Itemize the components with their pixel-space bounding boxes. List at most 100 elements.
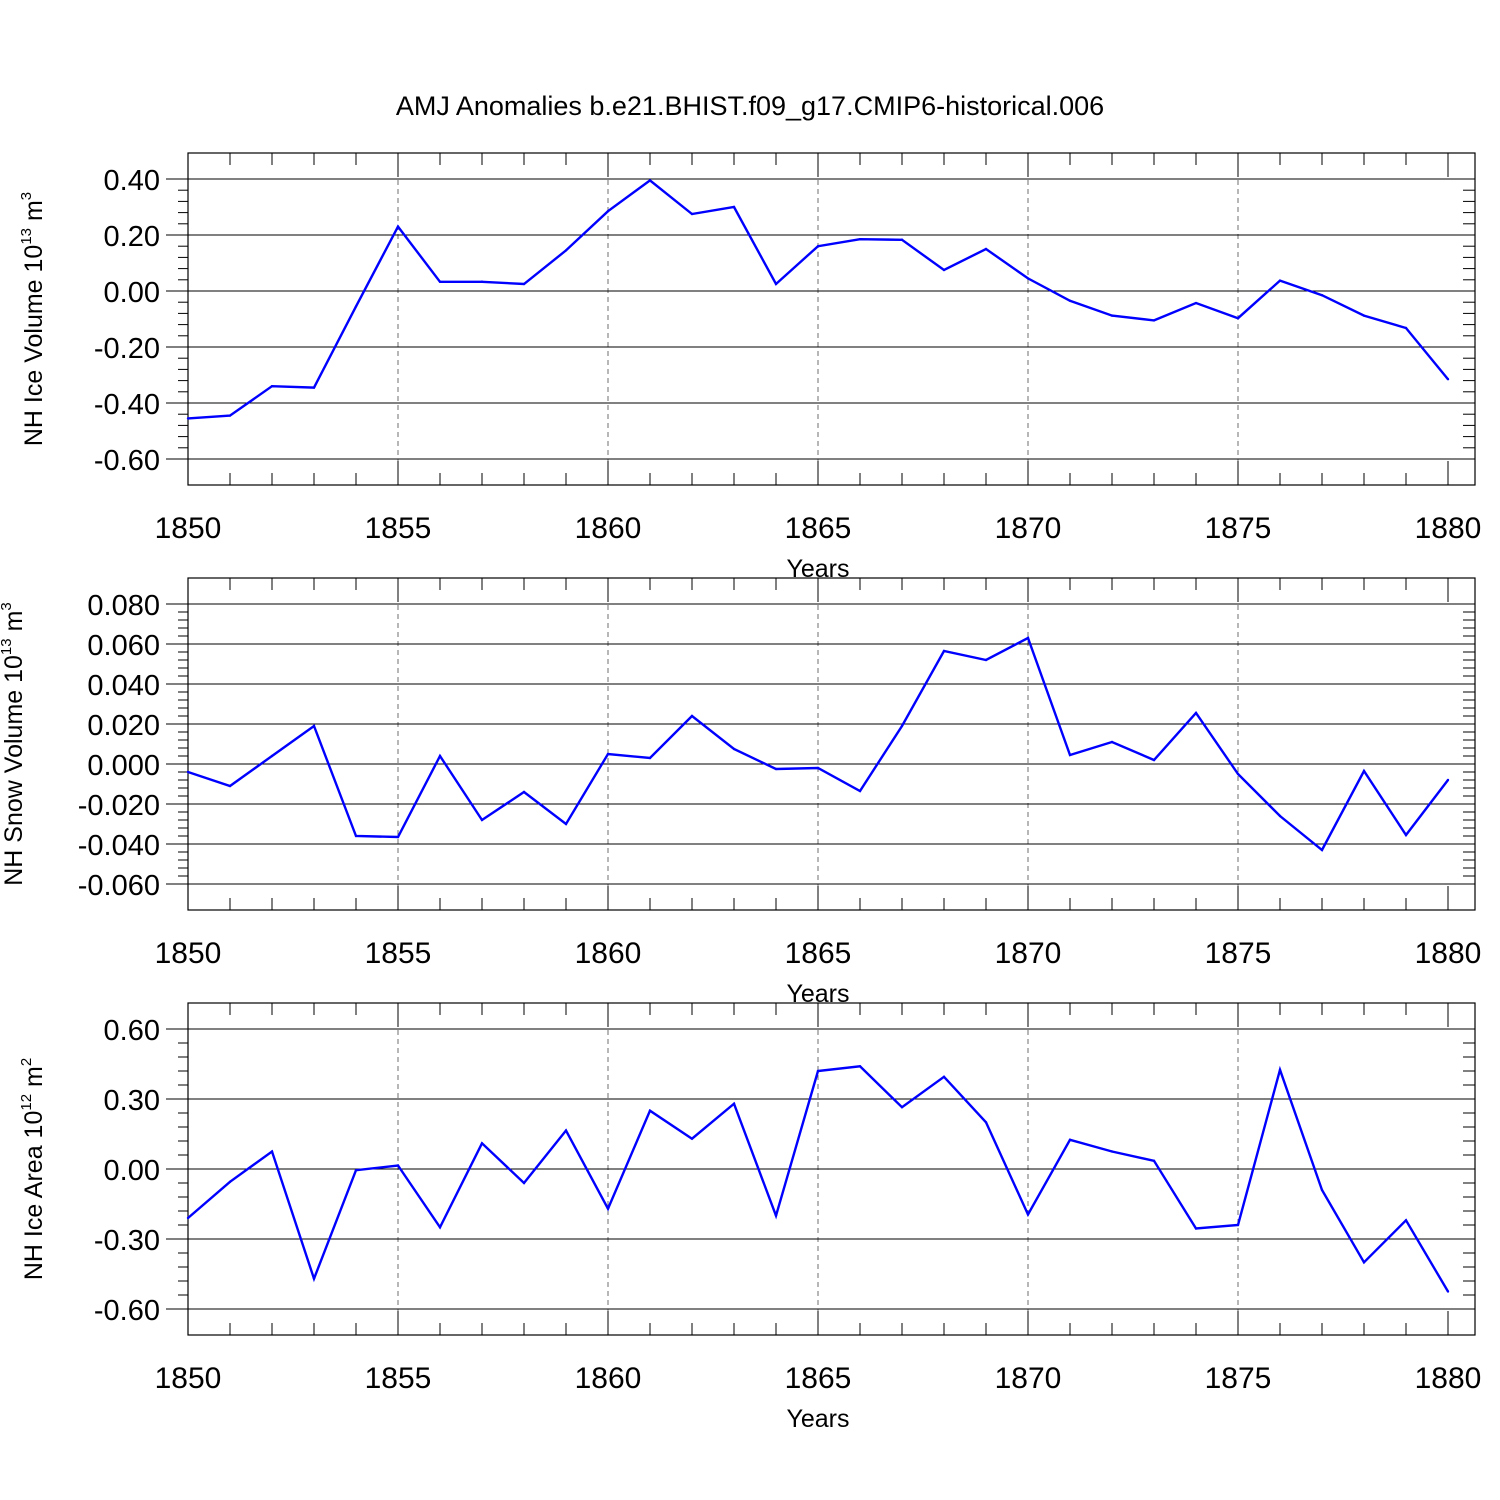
data-point xyxy=(354,834,358,838)
y-axis-title-part: NH Snow Volume 10 xyxy=(0,655,28,886)
data-point xyxy=(1068,753,1072,757)
data-point xyxy=(1110,740,1114,744)
y-axis-title-part: m xyxy=(20,200,48,228)
data-point xyxy=(648,756,652,760)
x-tick-label: 1855 xyxy=(365,512,432,545)
y-axis-title-superscript: 13 xyxy=(0,638,15,655)
y-tick-label: -0.60 xyxy=(94,1295,160,1327)
x-tick-label: 1860 xyxy=(575,512,642,545)
x-tick-label: 1875 xyxy=(1205,512,1272,545)
data-point xyxy=(690,212,694,216)
data-point xyxy=(1362,314,1366,317)
x-tick-label: 1875 xyxy=(1205,937,1272,970)
data-point xyxy=(438,1226,442,1229)
data-point xyxy=(396,1164,400,1167)
data-point xyxy=(690,1137,694,1140)
x-tick-label: 1870 xyxy=(995,512,1062,545)
y-tick-label: -0.040 xyxy=(78,830,160,862)
x-tick-label: 1855 xyxy=(365,937,432,970)
data-point xyxy=(1236,316,1240,320)
data-point xyxy=(1362,1261,1366,1264)
data-point xyxy=(270,385,274,388)
x-tick-label: 1880 xyxy=(1415,1362,1482,1395)
data-point xyxy=(1404,326,1408,330)
data-point xyxy=(1194,301,1198,305)
data-point xyxy=(816,245,820,248)
y-axis-title-superscript: 2 xyxy=(18,1058,35,1066)
panel-2: 0.080 0.060 0.040 0.020 0.000 -0.020 -0.040 -0.… xyxy=(0,577,1481,1008)
y-tick-label: 0.30 xyxy=(104,1085,160,1117)
x-tick-label: 1850 xyxy=(155,512,222,545)
data-point xyxy=(984,658,988,662)
y-axis-title-part: NH Ice Area 10 xyxy=(20,1111,48,1281)
y-tick-label: 0.00 xyxy=(104,1155,160,1187)
y-axis-title-superscript: 12 xyxy=(18,1094,35,1111)
y-tick-label: -0.40 xyxy=(94,389,160,421)
data-point xyxy=(522,1181,526,1185)
y-axis-title: NH Ice Volume 1013 m3 xyxy=(18,192,48,446)
data-point xyxy=(1026,1213,1030,1216)
data-point xyxy=(270,754,274,758)
data-point xyxy=(984,1121,988,1124)
data-point xyxy=(1068,299,1072,302)
data-point xyxy=(1152,758,1156,762)
data-point xyxy=(438,280,442,283)
data-point xyxy=(942,1075,946,1079)
data-point xyxy=(480,818,484,822)
data-point xyxy=(354,1168,358,1172)
y-tick-label: 0.020 xyxy=(87,710,160,742)
data-point xyxy=(1278,814,1282,818)
data-point xyxy=(1110,1150,1114,1153)
data-point xyxy=(396,835,400,839)
y-axis-title: NH Snow Volume 1013 m3 xyxy=(0,602,28,886)
x-tick-label: 1870 xyxy=(995,1362,1062,1395)
data-point xyxy=(1446,1290,1450,1293)
data-point xyxy=(900,1105,904,1109)
data-point xyxy=(690,714,694,718)
x-tick-label: 1875 xyxy=(1205,1362,1272,1395)
y-tick-label: -0.60 xyxy=(94,445,160,477)
x-tick-label: 1855 xyxy=(365,1362,432,1395)
data-point xyxy=(1194,1227,1198,1230)
data-point xyxy=(1236,1223,1240,1227)
data-point xyxy=(606,210,610,213)
data-point xyxy=(1152,319,1156,322)
data-point xyxy=(312,1277,316,1280)
y-axis-title-superscript: 13 xyxy=(18,228,35,245)
y-axis-title-part: m xyxy=(20,1066,48,1094)
data-point xyxy=(1194,711,1198,715)
data-point xyxy=(858,238,862,241)
data-point xyxy=(900,238,904,241)
data-point xyxy=(1110,314,1114,317)
data-point xyxy=(900,724,904,728)
data-point xyxy=(732,1102,736,1105)
x-tick-label: 1870 xyxy=(995,937,1062,970)
data-point xyxy=(1320,1188,1324,1192)
data-point xyxy=(774,767,778,771)
data-point xyxy=(228,1180,232,1184)
data-point xyxy=(1362,769,1366,773)
y-tick-label: -0.30 xyxy=(94,1225,160,1257)
data-point xyxy=(1278,1068,1282,1072)
x-tick-label: 1865 xyxy=(785,937,852,970)
data-point xyxy=(186,770,190,774)
data-point xyxy=(228,414,232,417)
y-tick-label: 0.40 xyxy=(104,165,160,197)
data-point xyxy=(1446,778,1450,782)
y-tick-label: 0.000 xyxy=(87,750,160,782)
data-point xyxy=(774,282,778,286)
x-tick-label: 1850 xyxy=(155,937,222,970)
plot-frame xyxy=(187,577,1476,911)
plot-frame xyxy=(187,152,1476,486)
y-tick-label: 0.00 xyxy=(104,277,160,309)
data-point xyxy=(606,752,610,756)
y-tick-label: 0.080 xyxy=(87,590,160,622)
x-axis-title: Years xyxy=(786,1405,849,1433)
data-point xyxy=(1068,1138,1072,1142)
data-point xyxy=(648,179,652,182)
data-point xyxy=(816,766,820,770)
x-tick-label: 1865 xyxy=(785,1362,852,1395)
data-point xyxy=(312,386,316,389)
data-point xyxy=(522,282,526,286)
